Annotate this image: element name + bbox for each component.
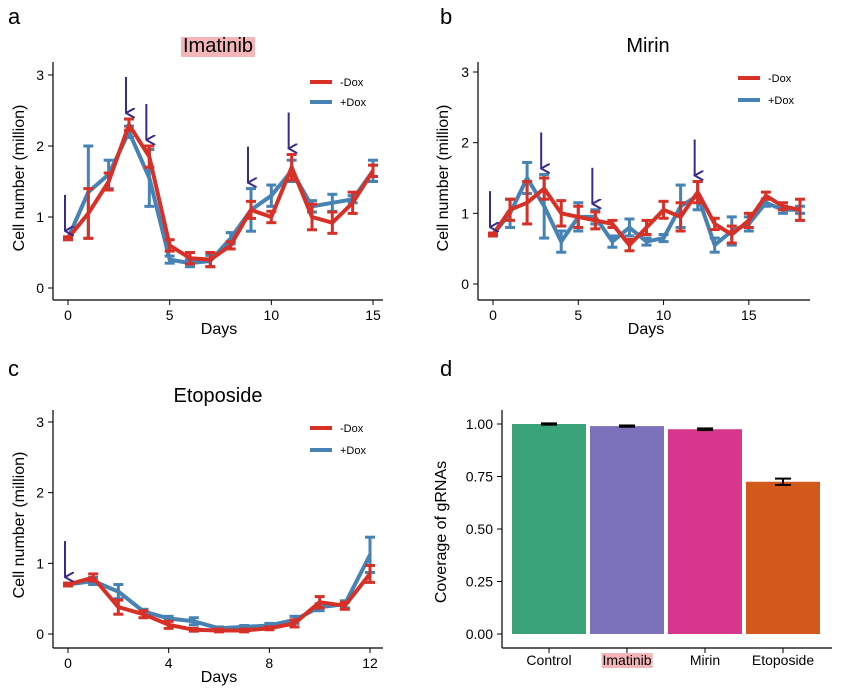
panel-b-chart: Mirin Cell number (million) Days 0 1 2 3 0 5 1… — [435, 35, 810, 338]
y-tick-label-c: 1 — [36, 555, 44, 571]
axes-b: 0 1 2 3 0 5 10 15 — [461, 62, 810, 323]
x-tick-label-c: 8 — [265, 655, 273, 671]
x-axis-label-b: Days — [628, 321, 664, 338]
legend-label-plus-dox-c: +Dox — [340, 445, 366, 457]
x-axis-label-a: Days — [201, 321, 237, 338]
x-tick-label-control: Control — [526, 652, 571, 668]
panel-letter-a: a — [8, 4, 21, 29]
y-tick-label-c: 0 — [36, 626, 44, 642]
y-tick-label-c: 2 — [36, 485, 44, 501]
bar-etoposide — [746, 481, 820, 634]
bar-control — [512, 424, 586, 634]
panel-letter-d: d — [440, 356, 452, 381]
x-axis-label-c: Days — [201, 669, 237, 686]
legend-a: -Dox +Dox — [310, 77, 366, 109]
legend-c: -Dox +Dox — [310, 423, 366, 457]
legend-b: -Dox +Dox — [738, 73, 794, 107]
x-tick-label-c: 0 — [64, 655, 72, 671]
y-tick-label-a: 0 — [36, 280, 44, 296]
panel-d-chart: Coverage of gRNAs 0.00 0.25 0.50 0.75 1.00 Co… — [433, 410, 832, 668]
y-tick-label-b: 1 — [461, 205, 469, 221]
chart-title-b: Mirin — [626, 35, 669, 57]
y-tick-label-b: 2 — [461, 135, 469, 151]
y-axis-label-d: Coverage of gRNAs — [433, 461, 450, 603]
y-axis-label-b: Cell number (million) — [435, 105, 452, 252]
legend-label-minus-dox-b: -Dox — [768, 73, 792, 85]
x-tick-label-highlight-imatinib — [601, 653, 653, 668]
x-tick-label-a: 0 — [64, 307, 72, 323]
y-tick-label-d: 0.25 — [466, 574, 493, 590]
arrows-group-b — [489, 132, 695, 227]
panel-letter-c: c — [8, 356, 19, 381]
x-tick-label-b: 10 — [656, 307, 672, 323]
legend-label-plus-dox-a: +Dox — [340, 97, 366, 109]
x-tick-label-b: 0 — [489, 307, 497, 323]
y-tick-label-b: 3 — [461, 64, 469, 80]
x-tick-label-a: 5 — [166, 307, 174, 323]
bar-mirin — [668, 429, 742, 634]
x-tick-label-imatinib: Imatinib — [602, 652, 651, 668]
legend-label-minus-dox-c: -Dox — [340, 423, 364, 435]
x-tick-label-b: 15 — [741, 307, 757, 323]
bar-imatinib — [590, 426, 664, 634]
y-tick-label-a: 3 — [36, 67, 44, 83]
series-line-minus-dox-c — [67, 572, 372, 633]
legend-label-plus-dox-b: +Dox — [768, 95, 794, 107]
chart-title-a: Imatinib — [183, 35, 253, 57]
y-tick-label-b: 0 — [461, 276, 469, 292]
x-tick-label-c: 12 — [362, 655, 378, 671]
y-tick-label-d: 0.75 — [466, 469, 493, 485]
x-tick-label-etoposide: Etoposide — [752, 652, 814, 668]
chart-title-c: Etoposide — [174, 385, 263, 407]
series-group-c — [63, 535, 375, 634]
legend-label-minus-dox-a: -Dox — [340, 77, 364, 89]
series-line-plus-dox-a — [66, 129, 375, 266]
x-tick-label-a: 15 — [365, 307, 381, 323]
series-line-minus-dox-b — [491, 186, 801, 248]
y-tick-label-c: 3 — [36, 414, 44, 430]
series-line-plus-dox-c — [67, 553, 372, 631]
bars-group-d — [512, 422, 820, 634]
panel-letter-b: b — [440, 4, 452, 29]
panel-a-chart: Imatinib Cell number (million) Days 0 1 2 3… — [11, 35, 383, 338]
y-tick-label-d: 0.00 — [466, 626, 493, 642]
y-tick-label-a: 2 — [36, 138, 44, 154]
x-tick-label-c: 4 — [165, 655, 173, 671]
y-tick-label-d: 0.50 — [466, 521, 493, 537]
series-group-b — [488, 160, 805, 254]
series-line-minus-dox-a — [66, 122, 375, 262]
arrows-group-a — [64, 77, 289, 231]
series-group-a — [63, 117, 378, 269]
axes-a: 0 1 2 3 0 5 10 15 — [36, 62, 383, 323]
panel-c-chart: Etoposide Cell number (million) Days 012… — [11, 385, 383, 686]
x-tick-label-a: 10 — [264, 307, 280, 323]
axes-d: 0.00 0.25 0.50 0.75 1.00 Control Imatinib Mirin… — [466, 410, 832, 668]
x-tick-label-mirin: Mirin — [690, 652, 720, 668]
title-highlight-a — [180, 37, 256, 57]
y-tick-label-d: 1.00 — [466, 416, 493, 432]
x-tick-label-b: 5 — [574, 307, 582, 323]
y-tick-label-a: 1 — [36, 209, 44, 225]
y-axis-label-a: Cell number (million) — [11, 105, 28, 252]
y-axis-label-c: Cell number (million) — [11, 452, 28, 599]
